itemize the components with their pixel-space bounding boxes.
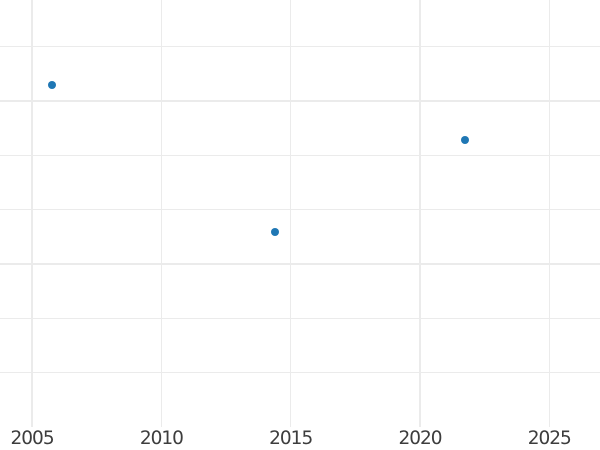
horizontal-gridline [0,100,600,102]
horizontal-gridline [0,317,600,320]
horizontal-gridline [0,208,600,211]
vertical-gridline [31,0,33,427]
horizontal-gridline [0,263,600,265]
vertical-gridline [289,0,292,427]
vertical-gridline [419,0,421,427]
x-tick-label: 2015 [269,428,313,449]
x-tick-label: 2010 [139,428,184,449]
x-tick-label: 2025 [527,428,572,449]
data-point [460,135,469,144]
vertical-gridline [160,0,163,427]
x-tick-label: 2020 [398,428,442,449]
x-tick-label: 2005 [10,428,55,449]
vertical-gridline [548,0,551,427]
horizontal-gridline [0,154,600,157]
data-point [270,227,279,236]
horizontal-gridline [0,371,600,374]
horizontal-gridline [0,45,600,48]
data-point [47,81,56,90]
